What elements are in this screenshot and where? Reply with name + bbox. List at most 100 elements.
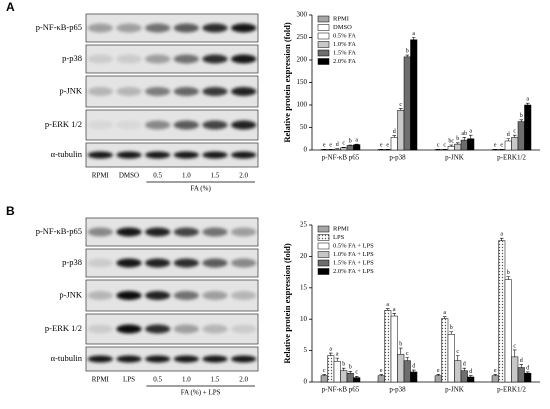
error-bar	[462, 367, 467, 371]
blot-band	[202, 54, 228, 64]
bar	[353, 144, 361, 151]
lane-label: 1.5	[211, 376, 220, 384]
error-bar	[392, 135, 397, 138]
error-bar	[392, 313, 397, 317]
bar	[511, 137, 519, 151]
bar	[320, 375, 328, 383]
blot-band	[87, 258, 113, 268]
significance-letter: ab	[461, 131, 467, 137]
significance-letter: b	[507, 270, 510, 276]
bar	[346, 372, 354, 383]
significance-letter: bc	[448, 138, 454, 144]
blot-band	[173, 87, 199, 96]
blot-band	[231, 87, 257, 96]
blot-band	[202, 23, 228, 33]
legend-swatch	[317, 32, 330, 40]
error-bar	[493, 374, 498, 376]
error-bar	[442, 316, 447, 319]
blot-band	[173, 355, 199, 363]
bar	[524, 104, 532, 151]
significance-letter: b	[349, 365, 352, 371]
blot-band	[116, 291, 142, 300]
significance-letter: c	[513, 343, 516, 349]
blot-band	[116, 151, 142, 159]
lane-label: LPS	[123, 376, 135, 384]
x-tick-label: p-p38	[389, 386, 406, 394]
bar	[340, 147, 348, 151]
blot-band	[116, 23, 142, 33]
significance-letter: d	[463, 362, 466, 368]
blot-band	[116, 87, 142, 96]
bar	[454, 360, 462, 383]
significance-letter: c	[399, 102, 402, 108]
error-bar	[449, 331, 454, 335]
significance-letter: e	[500, 143, 503, 149]
error-bar	[506, 138, 511, 141]
blot-row-label: α-tubulin	[51, 353, 83, 363]
error-bar	[411, 369, 416, 372]
blot-row-label: α-tubulin	[51, 149, 83, 159]
lane-label: 2.0	[239, 376, 248, 384]
significance-letter: d	[393, 129, 396, 135]
blot-band	[173, 227, 199, 237]
error-bar	[436, 374, 441, 376]
significance-letter: e	[386, 143, 389, 149]
error-bar	[385, 308, 390, 311]
bar	[498, 240, 506, 383]
significance-letter: e	[494, 143, 497, 149]
x-tick-label: p-ERK1/2	[497, 386, 526, 394]
y-tick-label: 0	[304, 378, 308, 386]
error-bar	[519, 119, 524, 122]
error-bar	[405, 357, 410, 361]
blot-band	[87, 54, 113, 64]
blot-band	[87, 87, 113, 96]
group-label: FA (%) + LPS	[181, 389, 221, 397]
error-bar	[519, 364, 524, 368]
blot-band	[87, 355, 113, 363]
error-bar	[348, 371, 353, 374]
blot-band	[231, 258, 257, 268]
significance-letter: b	[450, 325, 453, 331]
error-bar	[398, 347, 403, 355]
significance-letter: a	[355, 138, 358, 144]
blot-strip	[85, 313, 259, 345]
blot-band	[87, 120, 113, 130]
y-tick-label: 25	[300, 221, 308, 229]
legend-label: 1.5% FA	[333, 49, 356, 56]
blot-band	[173, 151, 199, 159]
blot-band	[173, 291, 199, 300]
bar	[447, 334, 455, 383]
blot-band	[87, 151, 113, 159]
bar	[511, 356, 519, 383]
blot-band	[173, 54, 199, 64]
error-bar	[328, 352, 333, 356]
legend-swatch	[317, 259, 330, 267]
blot-band	[202, 355, 228, 363]
significance-letter: e	[494, 368, 497, 374]
blot-row-label: p-JNK	[59, 289, 83, 299]
y-tick-label: 5	[304, 346, 308, 354]
legend-label: LPS	[333, 234, 345, 241]
blot-strip	[85, 75, 259, 108]
significance-letter: e	[329, 143, 332, 149]
blot-band	[173, 324, 199, 334]
bar	[340, 370, 348, 383]
blot-band	[231, 151, 257, 159]
significance-letter: b	[349, 138, 352, 144]
x-tick-label: p-p38	[389, 154, 406, 162]
y-tick-label: 300	[297, 11, 308, 19]
legend-label: 1.5% FA + LPS	[333, 259, 374, 266]
significance-letter: c	[513, 129, 516, 135]
blot-band	[116, 54, 142, 64]
error-bar	[322, 374, 327, 376]
blot-band	[145, 355, 171, 363]
significance-letter: d	[507, 132, 510, 138]
x-tick-label: p-NF-κB p65	[322, 154, 360, 162]
blot-band	[202, 258, 228, 268]
significance-letter: a	[386, 302, 389, 308]
blot-row-label: p-NF-κB-p65	[36, 226, 82, 236]
blot-band	[145, 23, 171, 33]
legend-label: RPMI	[333, 15, 349, 22]
blot-band	[145, 54, 171, 64]
